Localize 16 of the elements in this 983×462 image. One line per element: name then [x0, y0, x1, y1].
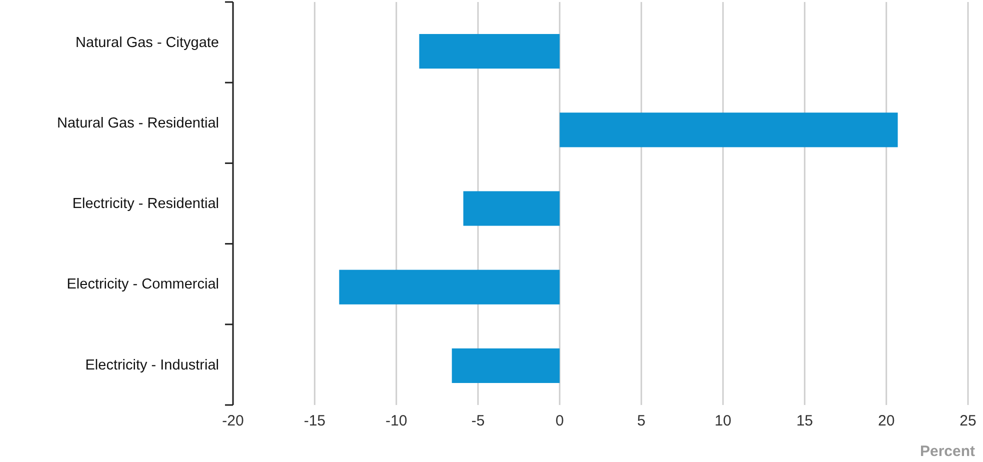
y-tick-label: Electricity - Commercial	[66, 276, 219, 293]
x-axis-title: Percent	[920, 443, 975, 460]
x-tick-label: -5	[471, 412, 485, 430]
x-tick-label: -15	[304, 412, 326, 430]
x-tick-label: 5	[637, 412, 646, 430]
x-tick-label: -10	[385, 412, 408, 430]
x-tick-label: 10	[714, 412, 732, 430]
x-tick-label: 20	[878, 412, 895, 430]
x-tick-label: 15	[796, 412, 814, 430]
x-tick-label: 0	[555, 412, 564, 430]
x-tick-label: 25	[960, 412, 976, 430]
y-tick-label: Natural Gas - Citygate	[76, 34, 219, 51]
x-tick-label: -20	[222, 412, 244, 430]
y-tick-label: Electricity - Residential	[72, 196, 219, 212]
y-tick-label: Electricity - Industrial	[85, 357, 219, 374]
y-tick-label: Natural Gas - Residential	[57, 116, 219, 132]
